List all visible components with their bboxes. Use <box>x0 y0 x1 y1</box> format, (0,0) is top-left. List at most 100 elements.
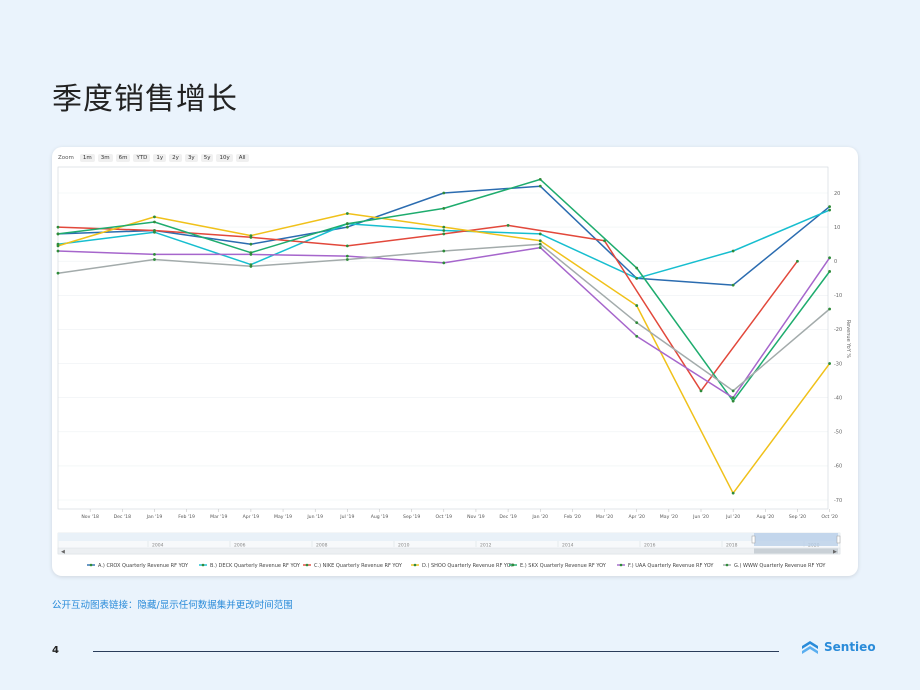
zoom-bar: Zoom 1m 3m 6m YTD 1y 2y 3y 5y 10y All <box>58 152 249 164</box>
data-point <box>345 258 349 261</box>
data-point <box>731 399 735 403</box>
y-tick-label: -10 <box>834 293 842 299</box>
data-point <box>635 304 639 307</box>
zoom-button-all[interactable]: All <box>235 154 249 162</box>
y-tick-labels: 20 10 0 -10 -20 -30 -40 -50 -60 -70 <box>834 191 842 504</box>
data-point <box>538 177 542 181</box>
x-tick-label: Apr '20 <box>628 514 645 520</box>
x-tick-label: Sep '19 <box>403 514 420 520</box>
x-tick-label: Oct '19 <box>436 514 453 520</box>
legend-item-label: D.) SHOO Quarterly Revenue RF YOY <box>422 563 514 569</box>
data-point <box>442 232 446 236</box>
y-tick-label: -50 <box>834 430 842 436</box>
y-tick-label: 10 <box>834 225 840 231</box>
data-point <box>828 270 831 273</box>
legend-marker <box>413 563 417 567</box>
slide-title: 季度销售增长 <box>52 82 238 117</box>
legend-marker <box>619 563 623 567</box>
x-tick-label: Jan '20 <box>531 514 548 520</box>
x-tick-label: Jul '20 <box>725 514 740 520</box>
data-point <box>153 258 156 261</box>
data-point <box>442 229 446 232</box>
legend: A.) CROX Quarterly Revenue RF YOY B.) DEC… <box>87 563 826 569</box>
x-tick-label: Aug '20 <box>757 514 775 520</box>
navigator-handle-left[interactable] <box>751 535 756 544</box>
navigator-scrollbar[interactable] <box>57 547 841 555</box>
data-point <box>635 266 639 270</box>
navigator-selection[interactable] <box>754 533 838 546</box>
scroll-left-arrow-icon[interactable]: ◀ <box>61 549 65 555</box>
legend-marker <box>89 563 93 567</box>
y-tick-label: -40 <box>834 395 842 401</box>
data-point <box>345 254 349 258</box>
footer-divider <box>93 651 779 652</box>
zoom-button-ytd[interactable]: YTD <box>133 154 151 162</box>
navigator-scrollbar-thumb[interactable] <box>754 548 838 554</box>
series-line-0 <box>57 185 831 286</box>
data-point <box>442 206 446 210</box>
data-point <box>731 283 735 287</box>
legend-item-label: B.) DECK Quarterly Revenue RF YOY <box>210 563 301 569</box>
data-point <box>56 225 60 229</box>
y-tick-label: 0 <box>834 259 837 265</box>
series-line-2 <box>57 224 799 392</box>
zoom-button-1y[interactable]: 1y <box>153 154 167 162</box>
data-point <box>442 249 446 253</box>
series-layer <box>56 177 831 495</box>
zoom-button-1m[interactable]: 1m <box>79 154 95 162</box>
data-point <box>538 239 542 243</box>
navigator-year-label: 2018 <box>726 543 738 549</box>
x-tick-label: Nov '19 <box>467 514 485 520</box>
data-point <box>153 220 156 224</box>
navigator-year-label: 2014 <box>562 543 574 549</box>
scroll-right-arrow-icon[interactable]: ▶ <box>833 549 837 555</box>
data-point <box>345 244 349 248</box>
data-point <box>828 256 831 260</box>
x-tick-label: Feb '20 <box>564 514 581 520</box>
data-point <box>506 224 510 227</box>
y-tick-label: 20 <box>834 191 840 197</box>
zoom-label: Zoom <box>58 155 74 161</box>
x-tick-label: Feb '19 <box>178 514 195 520</box>
legend-item-label: G.) WWW Quarterly Revenue RF YOY <box>734 563 826 569</box>
x-tick-labels: Nov '18 Dec '18 Jan '19 Feb '19 Mar '19 Apr '… <box>81 509 838 520</box>
navigator[interactable]: 200420062008201020122014201620182020 ◀ ▶ <box>57 532 841 555</box>
data-point <box>56 249 60 253</box>
data-point <box>153 253 156 256</box>
sentieo-logo-icon <box>802 641 818 654</box>
navigator-year-label: 2010 <box>398 543 410 549</box>
data-point <box>796 259 799 263</box>
data-point <box>635 321 639 325</box>
interactive-chart-link[interactable]: 公开互动图表链接：隐藏/显示任何数据集并更改时间范围 <box>52 600 293 611</box>
data-point <box>56 232 60 236</box>
data-point <box>731 396 735 400</box>
navigator-handle-right[interactable] <box>836 535 841 544</box>
zoom-button-2y[interactable]: 2y <box>169 154 182 162</box>
zoom-button-3y[interactable]: 3y <box>184 154 198 162</box>
navigator-year-label: 2004 <box>152 543 164 549</box>
data-point <box>442 225 446 229</box>
data-point <box>731 249 735 253</box>
data-point <box>828 208 831 212</box>
x-tick-label: Jun '20 <box>692 514 709 520</box>
zoom-button-10y[interactable]: 10y <box>216 154 233 162</box>
x-tick-label: Jun '19 <box>306 514 323 520</box>
data-point <box>56 244 60 248</box>
page-number: 4 <box>52 645 59 656</box>
navigator-year-label: 2008 <box>316 543 328 549</box>
data-point <box>249 234 253 238</box>
y-tick-label: -60 <box>834 464 842 470</box>
y-tick-label: -70 <box>834 498 842 504</box>
zoom-button-5y[interactable]: 5y <box>200 154 214 162</box>
chart-card: Zoom 1m 3m 6m YTD 1y 2y 3y 5y 10y All 20… <box>52 147 858 576</box>
data-point <box>56 271 60 275</box>
zoom-button-3m[interactable]: 3m <box>97 154 113 162</box>
x-tick-label: Mar '19 <box>210 514 227 520</box>
y-tick-label: -30 <box>834 361 842 367</box>
x-tick-label: May '20 <box>660 514 678 520</box>
series-line-4 <box>57 178 831 402</box>
data-point <box>731 491 735 495</box>
x-tick-label: Jan '19 <box>146 514 163 520</box>
zoom-button-6m[interactable]: 6m <box>115 154 131 162</box>
y-axis-label: Revenue YoY % <box>845 320 851 358</box>
